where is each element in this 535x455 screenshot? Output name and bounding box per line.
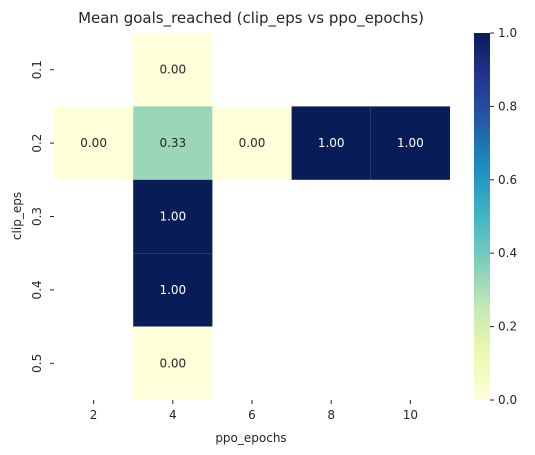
colorbar-tick-label: 0.0 (498, 393, 517, 407)
y-tick-label: 0.5 (30, 354, 44, 373)
heatmap-cell (212, 106, 292, 180)
y-tick-label: 0.3 (30, 207, 44, 226)
cell-value-label: 1.00 (159, 210, 186, 224)
heatmap-cell (133, 253, 213, 327)
heatmap-cell (133, 326, 213, 400)
x-tick-label: 4 (169, 408, 177, 422)
heatmap-cell (133, 33, 213, 107)
cell-value-label: 0.00 (159, 63, 186, 77)
heatmap-cell (54, 106, 134, 180)
colorbar-tick-label: 0.2 (498, 320, 517, 334)
x-tick-label: 10 (403, 408, 418, 422)
x-axis-ticks: 2 4 6 8 10 (90, 400, 418, 422)
heatmap-cell (133, 179, 213, 254)
x-tick-label: 8 (327, 408, 335, 422)
colorbar-ticks: 0.0 0.2 0.4 0.6 0.8 1.0 (490, 26, 517, 407)
cell-value-label: 0.00 (80, 136, 107, 150)
heatmap-cell (133, 106, 213, 180)
colorbar-tick-label: 1.0 (498, 26, 517, 40)
cell-value-label: 1.00 (397, 136, 424, 150)
y-axis-ticks: 0.1 0.2 0.3 0.4 0.5 (30, 60, 54, 373)
y-tick-label: 0.1 (30, 60, 44, 79)
x-tick-label: 6 (248, 408, 256, 422)
heatmap-cell (370, 106, 450, 180)
cell-value-label: 0.00 (159, 356, 186, 370)
y-tick-label: 0.2 (30, 134, 44, 153)
y-axis-label: clip_eps (10, 192, 24, 240)
cell-value-label: 1.00 (318, 136, 345, 150)
x-axis-label: ppo_epochs (215, 431, 286, 445)
colorbar (474, 33, 490, 400)
chart-title: Mean goals_reached (clip_eps vs ppo_epoc… (78, 9, 424, 28)
cell-value-label: 0.33 (159, 136, 186, 150)
heatmap-cells: 0.00 0.00 0.33 0.00 1.00 1.00 1.00 1.00 0.00 (54, 33, 450, 400)
x-tick-label: 2 (90, 408, 98, 422)
colorbar-tick-label: 0.4 (498, 246, 517, 260)
colorbar-tick-label: 0.6 (498, 173, 517, 187)
cell-value-label: 0.00 (239, 136, 266, 150)
colorbar-tick-label: 0.8 (498, 99, 517, 113)
cell-value-label: 1.00 (159, 283, 186, 297)
y-tick-label: 0.4 (30, 280, 44, 299)
heatmap-cell (291, 106, 371, 180)
